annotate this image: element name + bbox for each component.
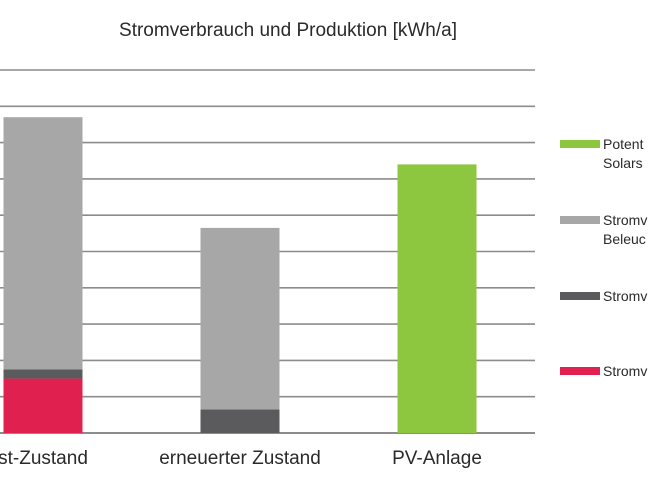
legend-label: Beleuc — [603, 231, 646, 247]
bar-segment-0-0 — [3, 378, 83, 433]
bar-segment-1-1 — [200, 409, 280, 433]
legend-label: Stromv — [603, 212, 647, 228]
legend-label: Stromv — [603, 363, 647, 379]
legend: Potent Solars Stromv Beleuc Stromv Stromv — [560, 136, 647, 379]
category-label: erneuerter Zustand — [159, 448, 321, 469]
bar-segment-1-2 — [200, 227, 280, 410]
legend-label: Solars — [603, 155, 643, 171]
legend-label: Potent — [603, 136, 644, 152]
legend-dark-gray-swatch-icon — [560, 292, 600, 300]
bar-segment-0-2 — [3, 117, 83, 370]
bar-segment-0-1 — [3, 369, 83, 379]
legend-label: Stromv — [603, 288, 647, 304]
legend-red-swatch-icon — [560, 367, 600, 375]
bars — [3, 117, 477, 433]
bar-segment-2-3 — [397, 164, 477, 433]
legend-green-swatch-icon — [560, 140, 600, 148]
legend-light-gray-swatch-icon — [560, 216, 600, 224]
category-labels: st-Zustand erneuerter Zustand PV-Anlage — [0, 448, 482, 469]
chart-title: Stromverbrauch und Produktion [kWh/a] — [119, 20, 457, 41]
category-label: st-Zustand — [0, 448, 88, 469]
category-label: PV-Anlage — [392, 448, 482, 469]
